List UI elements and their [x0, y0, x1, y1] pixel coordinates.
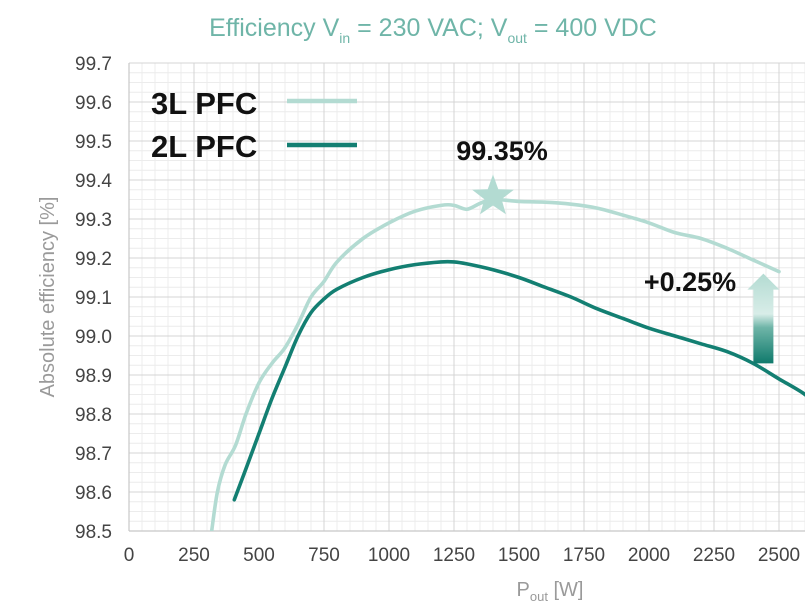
y-axis-title: Absolute efficiency [%]: [37, 197, 59, 398]
efficiency-gain-label: +0.25%: [644, 267, 736, 297]
x-tick-label: 1500: [498, 545, 540, 566]
y-tick-label: 99.4: [75, 171, 112, 192]
series-line-2l-pfc: [232, 259, 805, 502]
y-tick-label: 98.5: [75, 522, 112, 543]
x-tick-label: 1750: [563, 545, 605, 566]
up-arrow-icon: [747, 273, 780, 364]
y-tick-label: 99.7: [75, 54, 112, 75]
axes: [128, 63, 805, 532]
legend-label-2l-pfc: 2L PFC: [151, 129, 257, 164]
series-line-3l-pfc: [209, 197, 781, 531]
y-tick-label: 99.5: [75, 132, 112, 153]
x-tick-label: 0: [124, 545, 135, 566]
legend-label-3l-pfc: 3L PFC: [151, 86, 257, 121]
peak-star-icon: [472, 174, 514, 215]
x-tick-label: 1000: [368, 545, 410, 566]
x-tick-label: 750: [308, 545, 340, 566]
y-tick-label: 99.2: [75, 249, 112, 270]
x-tick-label: 2500: [758, 545, 800, 566]
x-tick-label: 2000: [628, 545, 670, 566]
x-tick-label: 250: [178, 545, 210, 566]
x-tick-label: 1250: [433, 545, 475, 566]
y-tick-label: 99.3: [75, 210, 112, 231]
y-tick-label: 98.7: [75, 444, 112, 465]
x-tick-label: 500: [243, 545, 275, 566]
y-tick-label: 98.8: [75, 405, 112, 426]
y-tick-label: 98.9: [75, 366, 112, 387]
x-axis-title: Pout [W]: [517, 579, 584, 602]
tick-labels: 0 250 500 750 1000 1250 1500 1750 2000 2250 2500 98…: [75, 54, 800, 566]
y-tick-label: 99.1: [75, 288, 112, 309]
peak-efficiency-label: 99.35%: [456, 136, 548, 166]
y-tick-label: 99.0: [75, 327, 112, 348]
series-layer: [209, 197, 805, 531]
y-tick-label: 98.6: [75, 483, 112, 504]
chart-title: Efficiency Vin = 230 VAC; Vout = 400 VDC: [209, 14, 657, 46]
y-tick-label: 99.6: [75, 93, 112, 114]
legend: 3L PFC 2L PFC: [151, 86, 357, 164]
x-tick-label: 2250: [693, 545, 735, 566]
